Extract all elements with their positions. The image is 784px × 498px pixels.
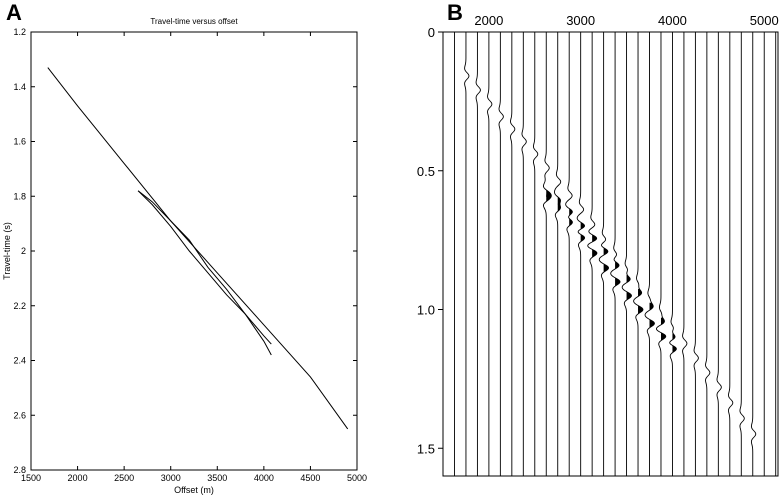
seismic-trace <box>669 32 677 476</box>
seismic-trace <box>542 32 552 476</box>
wiggle-fill <box>626 274 631 283</box>
y-tick-label: 2.4 <box>13 356 26 366</box>
seismic-trace <box>716 32 722 476</box>
wiggle-fill <box>638 305 643 314</box>
x-tick-label: 4000 <box>658 13 687 28</box>
x-tick-label: 3000 <box>161 473 181 483</box>
wiggle-fill <box>649 302 654 311</box>
wiggle-fill <box>580 233 585 242</box>
chart-a-title: Travel-time versus offset <box>150 17 238 26</box>
seismic-trace <box>633 32 644 476</box>
seismic-trace <box>621 32 632 476</box>
seismic-trace <box>682 32 688 476</box>
wiggle-fill <box>615 277 621 286</box>
wiggle-fill <box>592 248 597 257</box>
x-tick-label: 2000 <box>474 13 503 28</box>
plot-frame <box>30 31 358 471</box>
x-tick-label: 4500 <box>300 473 320 483</box>
wiggle-fill <box>649 319 655 328</box>
wiggle-fill <box>546 194 552 203</box>
wiggle-fill <box>626 291 632 300</box>
y-tick-label: 1.4 <box>13 82 26 92</box>
seismic-trace <box>487 32 493 476</box>
wiggle-fill <box>615 261 619 270</box>
x-tick-label: 2000 <box>68 473 88 483</box>
wiggle-fill <box>569 208 573 217</box>
seismic-trace <box>565 32 573 476</box>
y-tick-label: 2 <box>21 246 26 256</box>
y-tick-label: 1.8 <box>13 191 26 201</box>
wiggle-fill <box>638 288 642 297</box>
series-line-1 <box>47 67 349 430</box>
wiggle-fill <box>660 317 665 326</box>
wiggle-fill <box>569 217 573 226</box>
seismic-trace <box>610 32 621 476</box>
seismic-trace <box>739 32 745 476</box>
wiggle-fill <box>603 247 608 256</box>
seismic-trace <box>750 32 757 476</box>
y-tick-label: 0.5 <box>417 164 435 179</box>
wiggle-fill <box>592 234 597 243</box>
seismic-trace <box>705 32 711 476</box>
panel-b-letter: B <box>447 0 463 25</box>
chart-a-xlabel: Offset (m) <box>174 485 214 495</box>
x-tick-label: 1500 <box>21 473 41 483</box>
wiggle-fill <box>672 344 677 353</box>
y-tick-label: 2.8 <box>13 465 26 475</box>
seismic-trace <box>728 32 734 476</box>
x-tick-label: 3500 <box>207 473 227 483</box>
seismic-trace <box>644 32 655 476</box>
seismic-trace <box>598 32 610 476</box>
x-tick-label: 4000 <box>254 473 274 483</box>
seismic-trace <box>498 32 504 476</box>
travel-time-chart: Travel-time versus offset Offset (m) Tra… <box>2 17 367 495</box>
seismic-trace <box>693 32 699 476</box>
x-tick-label: 3000 <box>566 13 595 28</box>
seismic-trace <box>475 32 481 476</box>
y-tick-label: 1.5 <box>417 441 435 456</box>
y-tick-label: 2.2 <box>13 301 26 311</box>
seismic-trace <box>576 32 586 476</box>
seismic-trace <box>532 32 539 476</box>
y-tick-label: 1.2 <box>13 27 26 37</box>
wiggle-fill <box>580 222 585 231</box>
y-tick-label: 1.6 <box>13 137 26 147</box>
seismic-trace <box>655 32 667 476</box>
wiggle-fill <box>557 203 561 212</box>
x-tick-label: 2500 <box>114 473 134 483</box>
series-line-3 <box>137 190 272 345</box>
series-line-2 <box>137 190 272 356</box>
wiggle-fill <box>672 333 676 342</box>
y-tick-label: 2.6 <box>13 410 26 420</box>
wiggle-fill <box>557 196 561 205</box>
y-tick-label: 1.0 <box>417 303 435 318</box>
chart-a-ylabel: Travel-time (s) <box>2 222 12 280</box>
seismic-traces-chart: 2000 3000 4000 5000 0 0.5 1.0 1.5 <box>417 13 779 477</box>
wiggle-fill <box>603 263 609 272</box>
seismic-trace <box>554 32 562 476</box>
x-tick-label: 5000 <box>750 13 779 28</box>
seismic-trace <box>510 32 516 476</box>
seismic-trace <box>521 32 527 476</box>
plot-frame <box>442 31 779 477</box>
panel-a-letter: A <box>6 0 22 25</box>
wiggle-fill <box>660 332 666 341</box>
seismic-trace <box>587 32 598 476</box>
seismic-trace <box>464 32 470 476</box>
y-tick-label: 0 <box>428 25 435 40</box>
x-tick-label: 5000 <box>347 473 367 483</box>
